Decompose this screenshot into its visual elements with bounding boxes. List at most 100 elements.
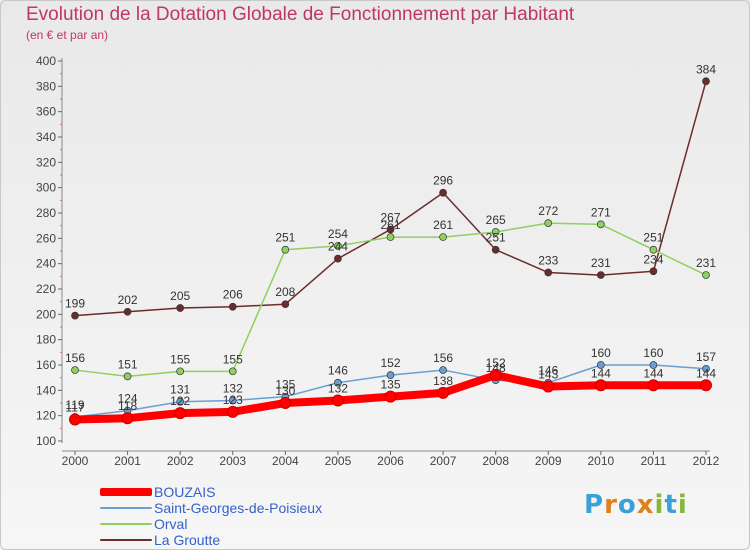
y-tick-label: 220 [36, 282, 56, 296]
data-point [649, 245, 658, 254]
data-point [281, 245, 290, 254]
data-label: 156 [433, 351, 453, 365]
x-tick-label: 2006 [377, 454, 404, 468]
data-point [649, 361, 658, 369]
x-tick-label: 2009 [535, 454, 562, 468]
data-label: 146 [328, 364, 348, 378]
data-label: 231 [696, 256, 716, 270]
data-label: 135 [275, 378, 295, 392]
data-label: 124 [118, 392, 138, 406]
data-point [281, 300, 290, 309]
chart-subtitle: (en € et par an) [26, 28, 109, 42]
data-point [334, 242, 342, 250]
y-tick-label: 380 [36, 79, 56, 93]
y-tick-label: 400 [36, 54, 56, 68]
data-point [491, 245, 500, 254]
data-label: 254 [328, 227, 348, 241]
data-label: 251 [275, 231, 295, 245]
data-label: 234 [643, 252, 663, 266]
data-point [71, 311, 79, 320]
data-label: 138 [433, 374, 453, 388]
data-point [123, 307, 132, 316]
data-point [596, 220, 605, 229]
data-label: 144 [643, 366, 663, 380]
data-point [491, 228, 500, 236]
x-tick-label: 2000 [62, 454, 89, 468]
x-tick-label: 2005 [325, 454, 352, 468]
data-label: 261 [380, 218, 400, 232]
x-tick-label: 2008 [482, 454, 509, 468]
data-label: 205 [170, 289, 190, 303]
data-label: 148 [486, 361, 506, 375]
x-tick-label: 2001 [114, 454, 141, 468]
data-label: 233 [538, 254, 558, 268]
data-label: 208 [275, 285, 295, 299]
data-label: 146 [538, 364, 558, 378]
data-point [437, 386, 450, 399]
data-point [384, 390, 397, 403]
data-label: 155 [223, 352, 243, 366]
data-point [331, 394, 344, 407]
data-point [702, 271, 710, 279]
legend-swatch-bouzais [100, 488, 152, 496]
data-label: 152 [486, 356, 506, 370]
data-point [228, 302, 237, 311]
data-point [647, 379, 660, 392]
y-tick-label: 140 [36, 383, 56, 397]
y-tick-label: 240 [36, 257, 56, 271]
data-label: 144 [591, 366, 611, 380]
y-tick-label: 320 [36, 155, 56, 169]
data-point [489, 369, 502, 382]
legend-swatch-la-groutte [100, 539, 152, 541]
data-label: 151 [118, 357, 138, 371]
y-tick-label: 120 [36, 409, 56, 423]
y-tick-label: 180 [36, 333, 56, 347]
series-line-la-groutte [74, 80, 707, 317]
data-point [176, 367, 185, 376]
data-label: 156 [65, 351, 85, 365]
line-chart: 100 120 140 160 180 200 220 240 260 280 300 320 340 3… [36, 54, 720, 468]
data-point [544, 268, 553, 277]
legend-label-la-groutte: La Groutte [154, 532, 221, 548]
data-point [702, 77, 710, 86]
x-tick-label: 2003 [219, 454, 246, 468]
data-label: 132 [223, 381, 243, 395]
data-point [649, 267, 658, 276]
y-tick-label: 160 [36, 358, 56, 372]
data-label: 143 [538, 368, 558, 382]
data-label: 296 [433, 174, 453, 188]
data-point [176, 304, 185, 312]
data-point [542, 380, 555, 393]
data-point [228, 367, 237, 376]
data-point [226, 405, 239, 418]
y-tick-label: 300 [36, 181, 56, 195]
data-point [121, 412, 134, 425]
x-tick-label: 2007 [430, 454, 457, 468]
data-label: 271 [591, 205, 611, 219]
y-tick-label: 340 [36, 130, 56, 144]
legend-label-saint-georges: Saint-Georges-de-Poisieux [154, 500, 323, 516]
data-label: 160 [591, 346, 611, 360]
data-label: 160 [643, 346, 663, 360]
data-label: 157 [696, 350, 716, 364]
data-label: 131 [170, 383, 190, 397]
data-label: 152 [380, 356, 400, 370]
x-tick-label: 2002 [167, 454, 194, 468]
legend-label-orval: Orval [154, 516, 188, 532]
data-label: 265 [486, 213, 506, 227]
data-label: 384 [696, 62, 716, 76]
data-point [228, 396, 237, 405]
data-label: 132 [328, 381, 348, 395]
data-point [439, 188, 447, 197]
data-point [334, 254, 342, 263]
data-label: 135 [380, 378, 400, 392]
data-label: 130 [275, 384, 295, 398]
legend-swatch-orval [100, 523, 152, 525]
data-label: 144 [696, 366, 716, 380]
y-tick-label: 100 [36, 434, 56, 448]
data-label: 122 [170, 394, 190, 408]
data-point [386, 225, 395, 234]
data-point [69, 413, 81, 426]
data-point [334, 378, 342, 387]
x-tick-label: 2010 [587, 454, 614, 468]
